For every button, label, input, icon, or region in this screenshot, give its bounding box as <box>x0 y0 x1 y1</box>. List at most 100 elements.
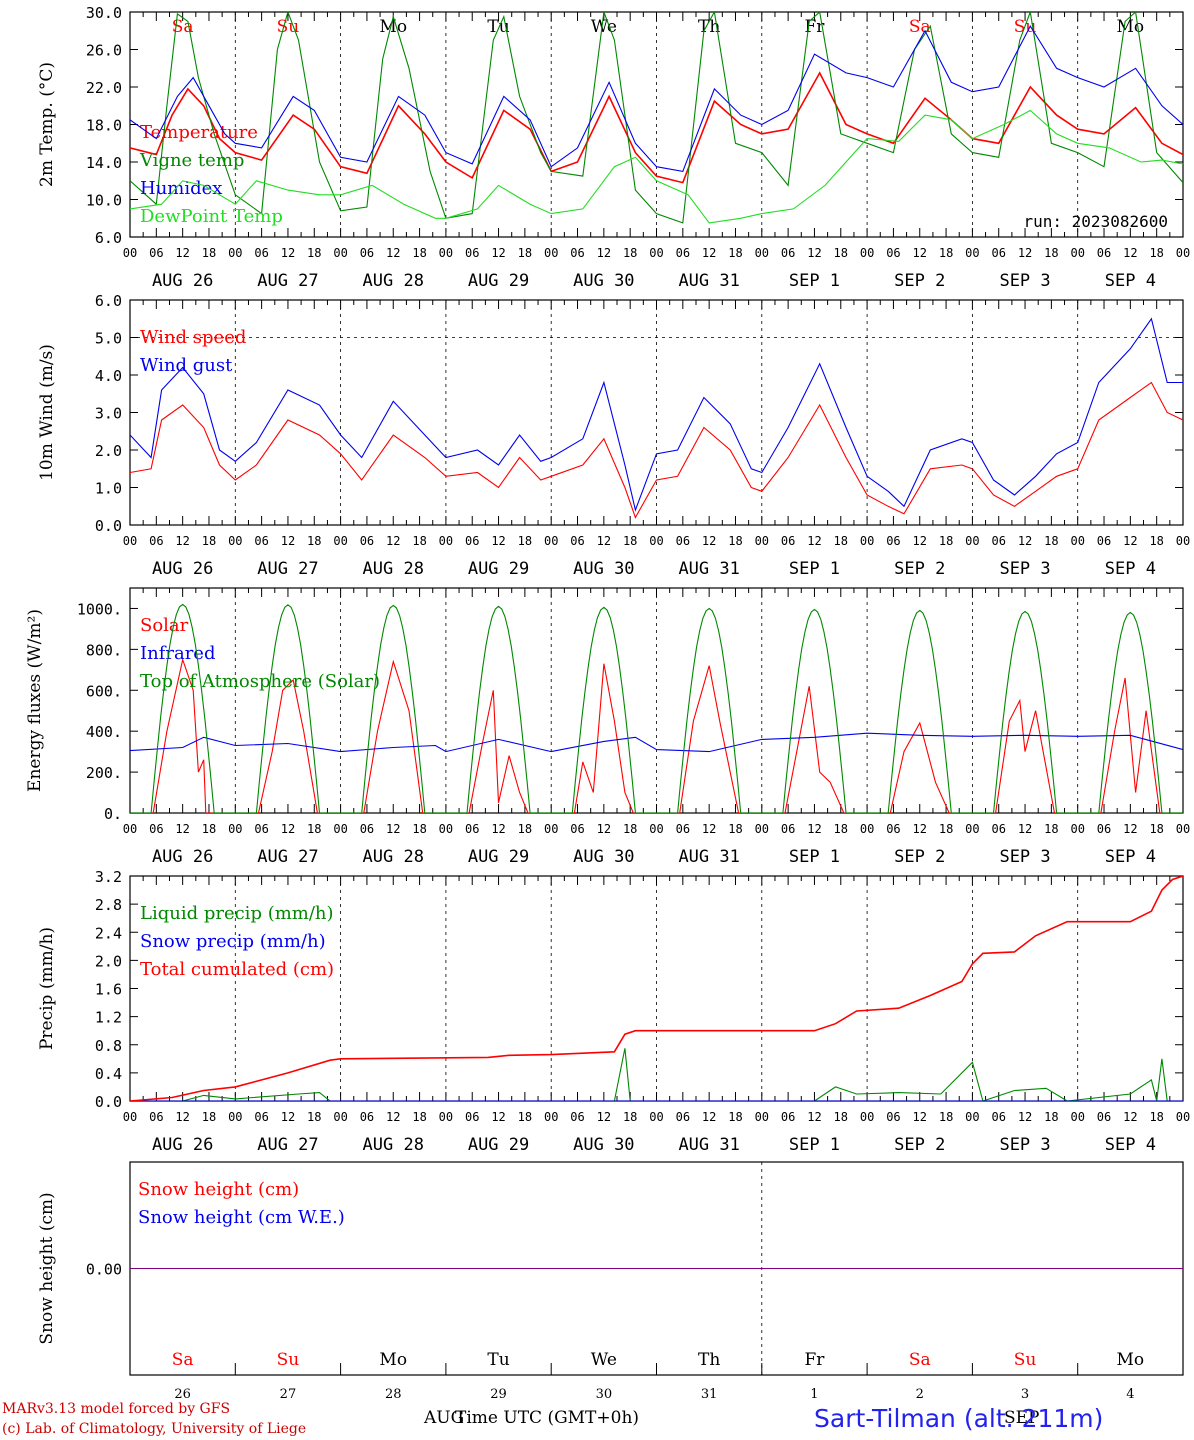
snow-y-axis-label: Snow height (cm) <box>37 1192 57 1344</box>
hour-tick-label: 06 <box>991 822 1005 836</box>
hour-tick-label: 06 <box>886 1110 900 1124</box>
hour-tick-label: 18 <box>623 246 637 260</box>
day-number-label: 4 <box>1126 1387 1134 1402</box>
hour-tick-label: 18 <box>1044 1110 1058 1124</box>
date-tick-label: AUG 31 <box>678 271 739 291</box>
hour-tick-label: 06 <box>149 246 163 260</box>
hour-tick-label: 12 <box>386 1110 400 1124</box>
day-number-label: 27 <box>280 1387 297 1402</box>
date-tick-label: AUG 31 <box>678 847 739 867</box>
hour-tick-label: 12 <box>807 1110 821 1124</box>
hour-tick-label: 06 <box>1097 246 1111 260</box>
precip-y-tick-label: 1.2 <box>95 1009 122 1027</box>
hour-tick-label: 00 <box>1176 246 1190 260</box>
date-tick-label: SEP 2 <box>894 271 945 291</box>
date-tick-label: SEP 1 <box>789 559 840 579</box>
date-tick-label: SEP 3 <box>999 847 1050 867</box>
hour-tick-label: 12 <box>281 534 295 548</box>
footer-line-2: (c) Lab. of Climatology, University of L… <box>2 1421 306 1437</box>
weekday-label: Fr <box>804 1350 825 1370</box>
precip-y-tick-label: 2.4 <box>95 924 122 942</box>
energy-y-tick-label: 0. <box>104 805 122 823</box>
weekday-label: Mo <box>379 17 407 37</box>
hour-tick-label: 12 <box>807 822 821 836</box>
date-tick-label: AUG 27 <box>257 847 318 867</box>
hour-tick-label: 12 <box>1018 1110 1032 1124</box>
date-tick-label: AUG 29 <box>468 559 529 579</box>
hour-tick-label: 18 <box>939 1110 953 1124</box>
precip-y-axis-label: Precip (mm/h) <box>37 927 57 1050</box>
temp-series-temperature <box>130 71 1183 184</box>
date-tick-label: AUG 26 <box>152 559 213 579</box>
snow-y-tick-label: 0.00 <box>86 1261 122 1279</box>
temp-series-vigne-temp <box>130 12 1183 224</box>
temp-y-tick-label: 18.0 <box>86 117 122 135</box>
weekday-label: Mo <box>379 1350 407 1370</box>
hour-tick-label: 12 <box>702 1110 716 1124</box>
hour-tick-label: 00 <box>965 246 979 260</box>
wind-y-tick-label: 5.0 <box>95 330 122 348</box>
hour-tick-label: 12 <box>702 246 716 260</box>
weekday-label: Su <box>277 1350 300 1370</box>
hour-tick-label: 00 <box>544 822 558 836</box>
wind-y-tick-label: 6.0 <box>95 292 122 310</box>
hour-tick-label: 06 <box>781 1110 795 1124</box>
hour-tick-label: 00 <box>860 246 874 260</box>
day-number-label: 1 <box>810 1387 818 1402</box>
temp-y-tick-label: 14.0 <box>86 154 122 172</box>
temp-y-tick-label: 30.0 <box>86 4 122 22</box>
hour-tick-label: 06 <box>676 534 690 548</box>
day-number-label: 30 <box>596 1387 613 1402</box>
precip-y-tick-label: 2.8 <box>95 896 122 914</box>
hour-tick-label: 00 <box>755 822 769 836</box>
hour-tick-label: 00 <box>123 246 137 260</box>
panel-temp: 6.0 10.0 14.0 18.0 22.0 26.0 30.0 2m Temp. (°C)… <box>37 4 1190 291</box>
wind-y-tick-label: 2.0 <box>95 442 122 460</box>
day-number-label: 3 <box>1021 1387 1029 1402</box>
hour-tick-label: 00 <box>439 534 453 548</box>
hour-tick-label: 12 <box>175 822 189 836</box>
hour-tick-label: 12 <box>597 822 611 836</box>
hour-tick-label: 12 <box>386 822 400 836</box>
hour-tick-label: 18 <box>307 246 321 260</box>
hour-tick-label: 00 <box>965 822 979 836</box>
hour-tick-label: 12 <box>702 534 716 548</box>
weekday-label: Tu <box>487 1350 509 1370</box>
month-label-left: AUG <box>423 1408 464 1428</box>
date-tick-label: AUG 28 <box>363 271 424 291</box>
hour-tick-label: 06 <box>360 246 374 260</box>
hour-tick-label: 12 <box>386 534 400 548</box>
hour-tick-label: 18 <box>1044 246 1058 260</box>
hour-tick-label: 12 <box>386 246 400 260</box>
hour-tick-label: 18 <box>412 534 426 548</box>
hour-tick-label: 00 <box>860 534 874 548</box>
x-axis-label: Time UTC (GMT+0h) <box>455 1408 639 1428</box>
wind-y-axis-label: 10m Wind (m/s) <box>37 344 57 481</box>
hour-tick-label: 18 <box>412 822 426 836</box>
hour-tick-label: 12 <box>1018 822 1032 836</box>
hour-tick-label: 06 <box>570 534 584 548</box>
temp-legend-entry: Temperature <box>140 122 258 143</box>
hour-tick-label: 12 <box>1018 534 1032 548</box>
weekday-label: We <box>591 1350 617 1370</box>
weekday-label: Sa <box>909 1350 931 1370</box>
hour-tick-label: 00 <box>123 1110 137 1124</box>
weekday-label: Th <box>698 1350 720 1370</box>
hour-tick-label: 00 <box>544 534 558 548</box>
date-tick-label: AUG 27 <box>257 271 318 291</box>
hour-tick-label: 00 <box>1176 822 1190 836</box>
date-tick-label: SEP 3 <box>999 559 1050 579</box>
hour-tick-label: 00 <box>544 1110 558 1124</box>
precip-series-total-cumulated-cm- <box>130 876 1183 1101</box>
hour-tick-label: 06 <box>149 1110 163 1124</box>
date-tick-label: SEP 1 <box>789 271 840 291</box>
date-tick-label: AUG 27 <box>257 1135 318 1155</box>
hour-tick-label: 18 <box>834 822 848 836</box>
hour-tick-label: 12 <box>597 1110 611 1124</box>
hour-tick-label: 12 <box>281 822 295 836</box>
date-tick-label: AUG 26 <box>152 847 213 867</box>
hour-tick-label: 12 <box>281 1110 295 1124</box>
hour-tick-label: 12 <box>597 246 611 260</box>
hour-tick-label: 00 <box>649 246 663 260</box>
date-tick-label: AUG 28 <box>363 559 424 579</box>
